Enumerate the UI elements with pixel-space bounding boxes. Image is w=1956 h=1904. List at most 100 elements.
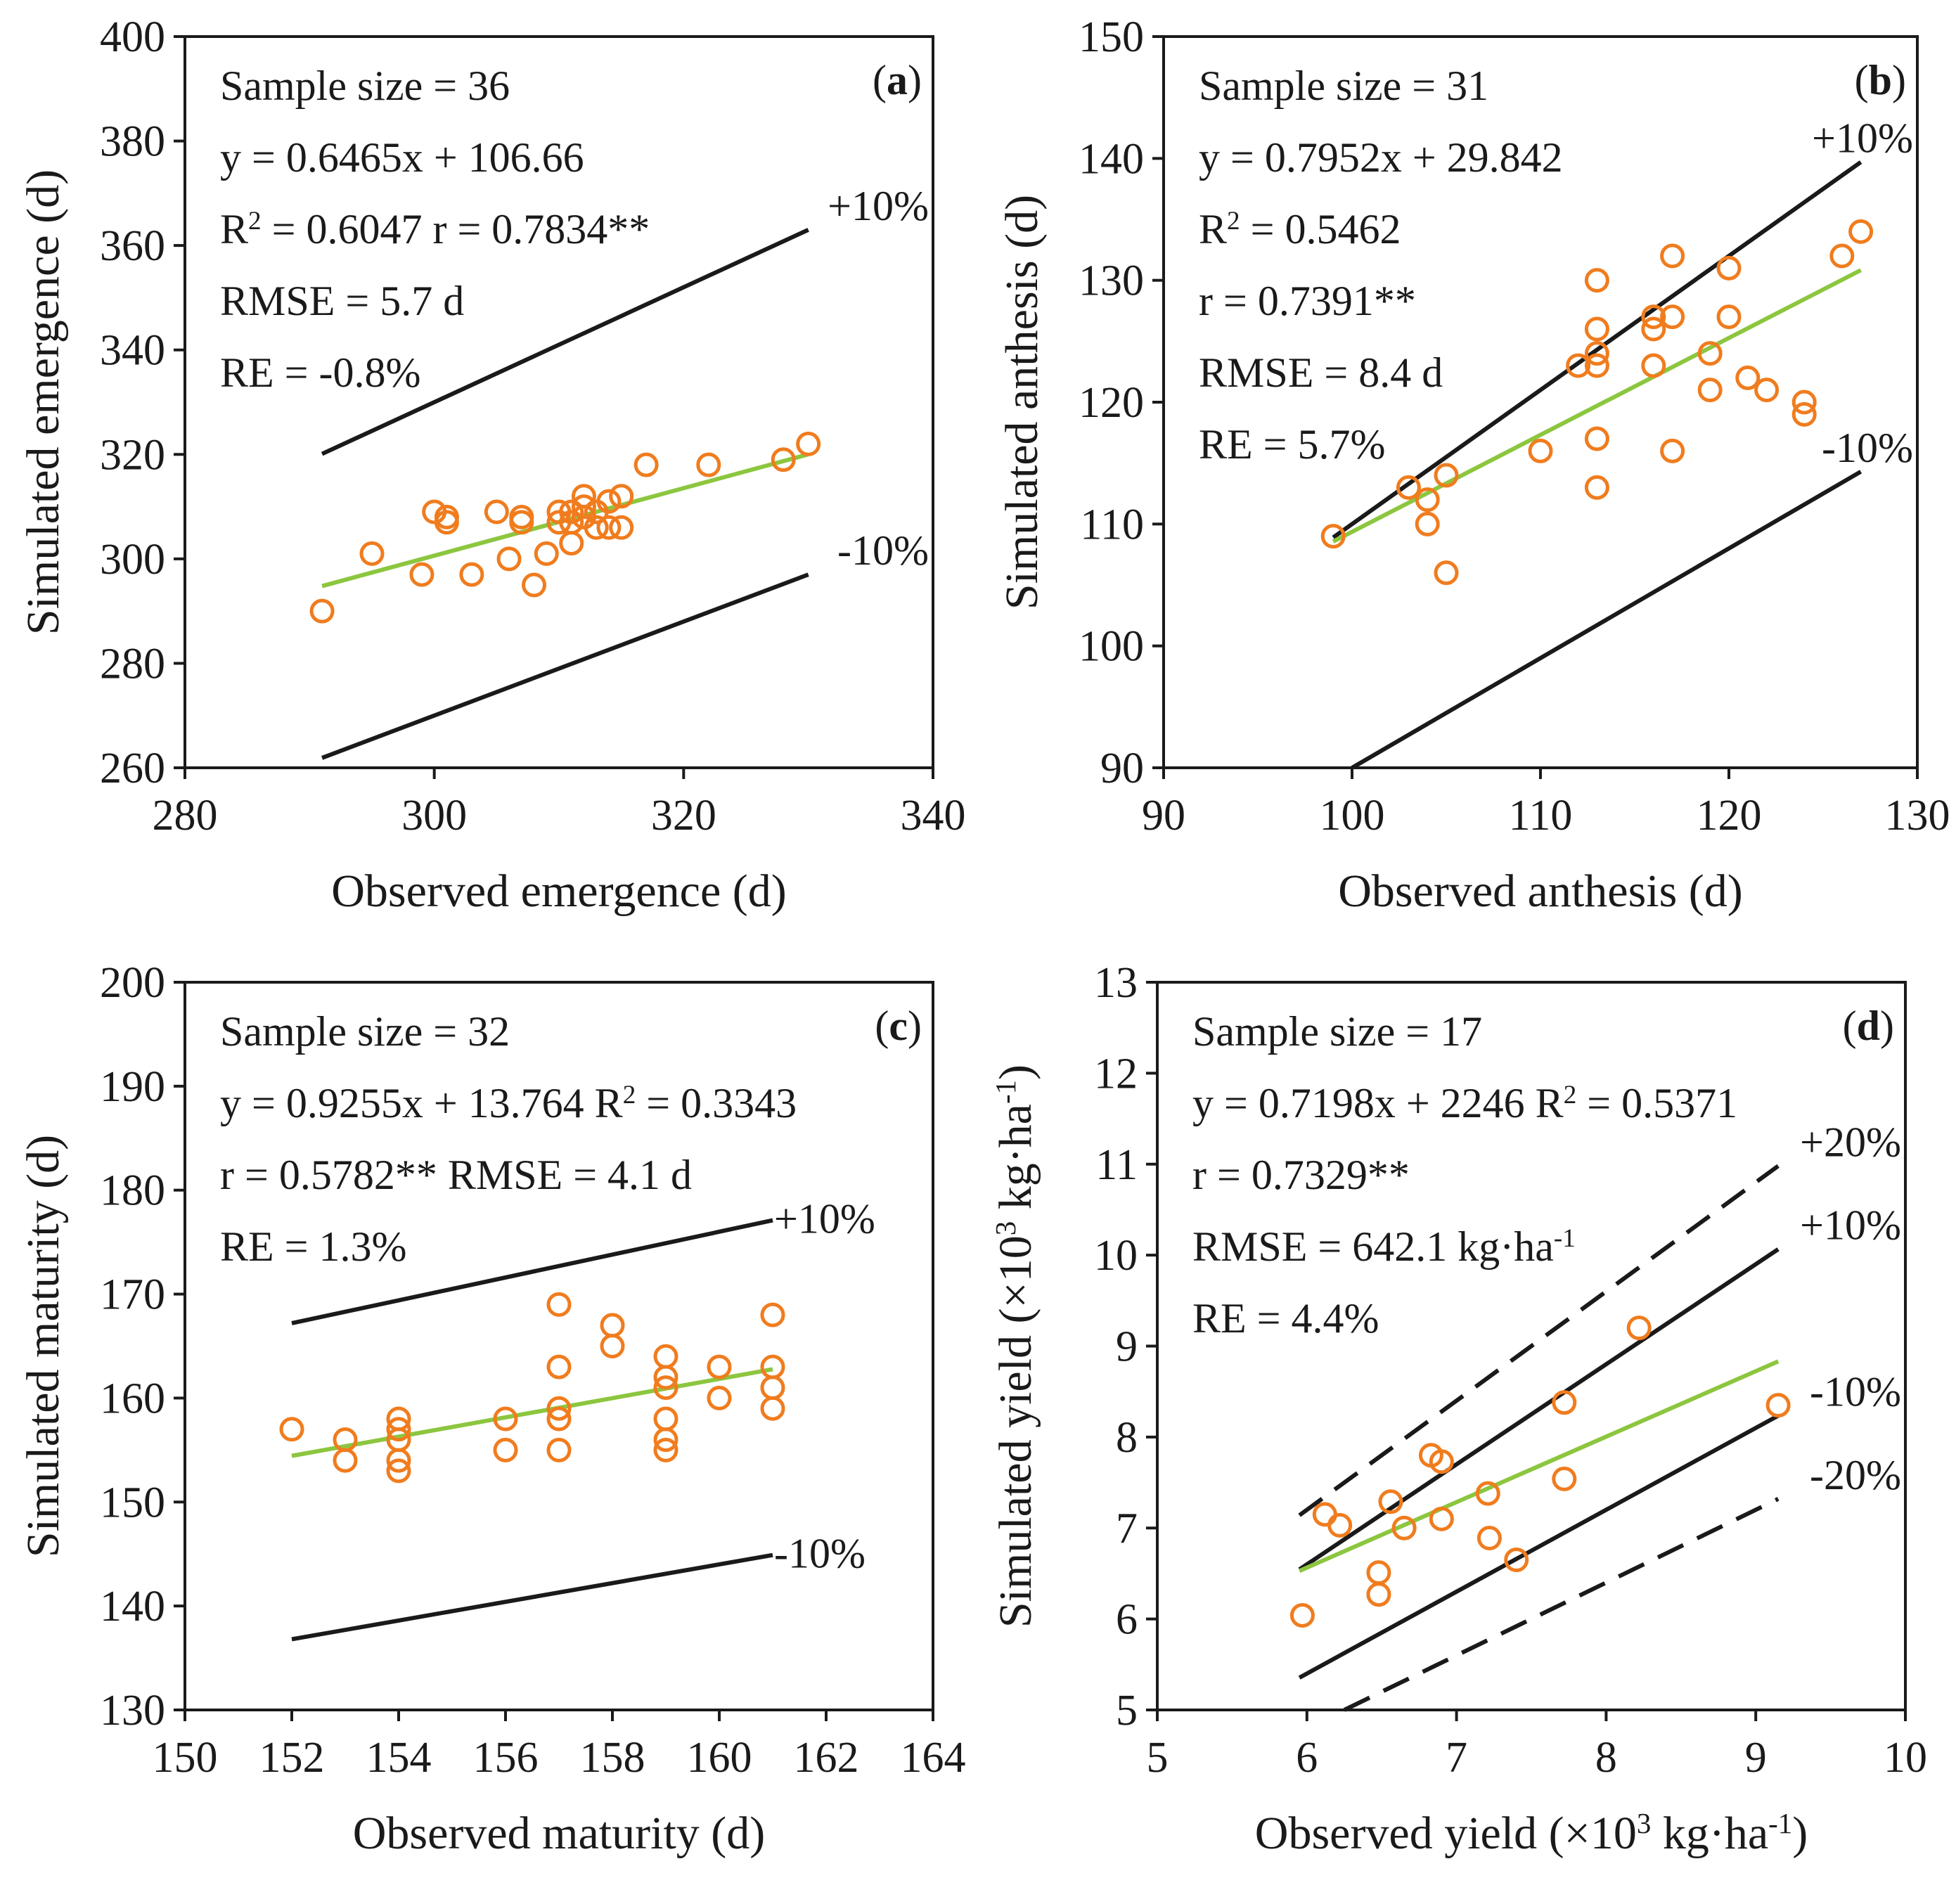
data-point	[1660, 438, 1685, 463]
reference-line-label: +10%	[774, 1196, 875, 1242]
y-tick-label: 90	[1100, 745, 1144, 792]
reference-line-label: +10%	[1800, 1202, 1901, 1249]
text-run: RE = 1.3%	[220, 1223, 407, 1270]
stats-annotation: R2 = 0.5462	[1199, 206, 1401, 252]
data-point	[1641, 353, 1666, 378]
x-tick-label: 152	[259, 1734, 325, 1782]
panel-label: (a)	[873, 57, 922, 103]
data-point	[1475, 1481, 1500, 1506]
superscript: 2	[248, 207, 262, 236]
stats-annotation: y = 0.9255x + 13.764 R2 = 0.3343	[220, 1080, 797, 1126]
text-run: RE = -0.8%	[220, 349, 420, 396]
x-tick-label: 100	[1320, 792, 1385, 840]
data-point	[1765, 1393, 1791, 1418]
data-point	[386, 1458, 411, 1484]
stats-annotation: R2 = 0.6047 r = 0.7834**	[220, 206, 650, 252]
text-run: = 0.5371	[1576, 1080, 1737, 1126]
panel-label-part: (	[875, 1003, 889, 1049]
reference-line-label: -10%	[1822, 425, 1913, 471]
x-tick-label: 158	[580, 1734, 645, 1782]
y-tick-label: 190	[100, 1063, 165, 1111]
data-point	[1366, 1560, 1391, 1585]
stats-annotation: RMSE = 5.7 d	[220, 278, 464, 324]
x-axis-label: Observed yield (×103 kg·ha-1)	[1255, 1808, 1808, 1860]
stats-annotation: RE = 1.3%	[220, 1223, 407, 1270]
text-run: Sample size = 36	[220, 63, 510, 109]
data-point	[386, 1448, 411, 1473]
y-tick-label: 140	[100, 1583, 165, 1630]
x-tick-label: 7	[1446, 1734, 1467, 1782]
data-point	[1660, 304, 1685, 330]
stats-annotation: y = 0.7952x + 29.842	[1199, 134, 1563, 181]
data-point	[653, 1344, 678, 1369]
text-run: R	[1199, 206, 1227, 252]
y-tick-label: 9	[1116, 1323, 1138, 1371]
panel-label: (b)	[1855, 57, 1906, 103]
data-point	[760, 1375, 785, 1401]
x-tick-label: 162	[794, 1734, 859, 1782]
panel-b: 90 100 110 120 130 90 100 110 120 130 140 150 Observ…	[996, 13, 1950, 917]
y-tick-label: 400	[100, 13, 165, 61]
data-point	[707, 1385, 732, 1410]
y-tick-label: 12	[1094, 1050, 1138, 1098]
data-point	[633, 452, 659, 477]
data-point	[1754, 378, 1780, 403]
text-run: y = 0.7198x + 2246 R	[1192, 1080, 1564, 1126]
stats-annotation: y = 0.7198x + 2246 R2 = 0.5371	[1192, 1080, 1737, 1126]
data-point	[760, 1396, 785, 1421]
data-point	[1552, 1466, 1577, 1491]
x-tick-label: 320	[651, 792, 716, 840]
superscript: -1	[1768, 1808, 1792, 1839]
data-point	[609, 484, 634, 509]
text-run: R	[220, 206, 248, 252]
stats-annotation: Sample size = 32	[220, 1008, 510, 1055]
superscript: -1	[990, 1080, 1022, 1104]
data-point	[522, 572, 547, 598]
data-point	[1552, 1390, 1577, 1415]
text-run: = 0.5462	[1240, 206, 1401, 252]
stats-annotation: r = 0.5782** RMSE = 4.1 d	[220, 1152, 692, 1198]
y-axis-label: Simulated maturity (d)	[18, 1135, 69, 1557]
text-run: )	[1792, 1808, 1808, 1859]
text-run: y = 0.9255x + 13.764 R	[220, 1080, 623, 1126]
data-point	[771, 447, 796, 472]
data-point	[559, 499, 584, 525]
text-run: RMSE = 642.1 kg·ha	[1192, 1223, 1554, 1270]
regression-line	[1298, 1359, 1780, 1573]
data-point	[1735, 365, 1761, 390]
text-run: kg·ha	[1651, 1808, 1768, 1859]
reference-line-minus-10	[291, 1552, 773, 1642]
x-tick-label: 120	[1697, 792, 1762, 840]
text-run: RMSE = 8.4 d	[1199, 349, 1443, 396]
x-tick-label: 156	[473, 1734, 539, 1782]
data-point	[653, 1437, 678, 1462]
data-point	[1415, 511, 1440, 536]
superscript: 3	[990, 1221, 1022, 1235]
y-tick-label: 160	[100, 1375, 165, 1422]
stats-annotation: RE = 4.4%	[1192, 1295, 1379, 1342]
data-point	[509, 510, 534, 535]
reference-line-plus-20	[1298, 1164, 1780, 1517]
panel-label-part: )	[908, 1003, 922, 1049]
data-point	[1584, 353, 1609, 378]
text-run: = 0.6047 r = 0.7834**	[262, 206, 650, 252]
x-tick-label: 164	[901, 1734, 966, 1782]
superscript: 2	[1227, 207, 1240, 236]
data-point	[546, 1406, 572, 1432]
data-point	[760, 1302, 785, 1327]
text-run: Simulated yield (×10	[990, 1235, 1041, 1628]
y-tick-label: 140	[1079, 135, 1144, 183]
reference-line-label: +20%	[1800, 1119, 1901, 1165]
data-point	[760, 1354, 785, 1379]
stats-annotation: y = 0.6465x + 106.66	[220, 134, 584, 181]
panel-label-part: (	[1855, 57, 1869, 103]
data-point	[309, 598, 335, 624]
data-point	[600, 1334, 625, 1358]
y-tick-label: 180	[100, 1167, 165, 1215]
reference-line-label: +10%	[828, 183, 929, 229]
y-tick-label: 130	[100, 1687, 165, 1735]
data-point	[1641, 304, 1666, 330]
panel-label-part: (	[1843, 1003, 1857, 1049]
data-point	[1415, 487, 1440, 513]
stats-annotation: RMSE = 642.1 kg·ha-1	[1192, 1223, 1576, 1270]
